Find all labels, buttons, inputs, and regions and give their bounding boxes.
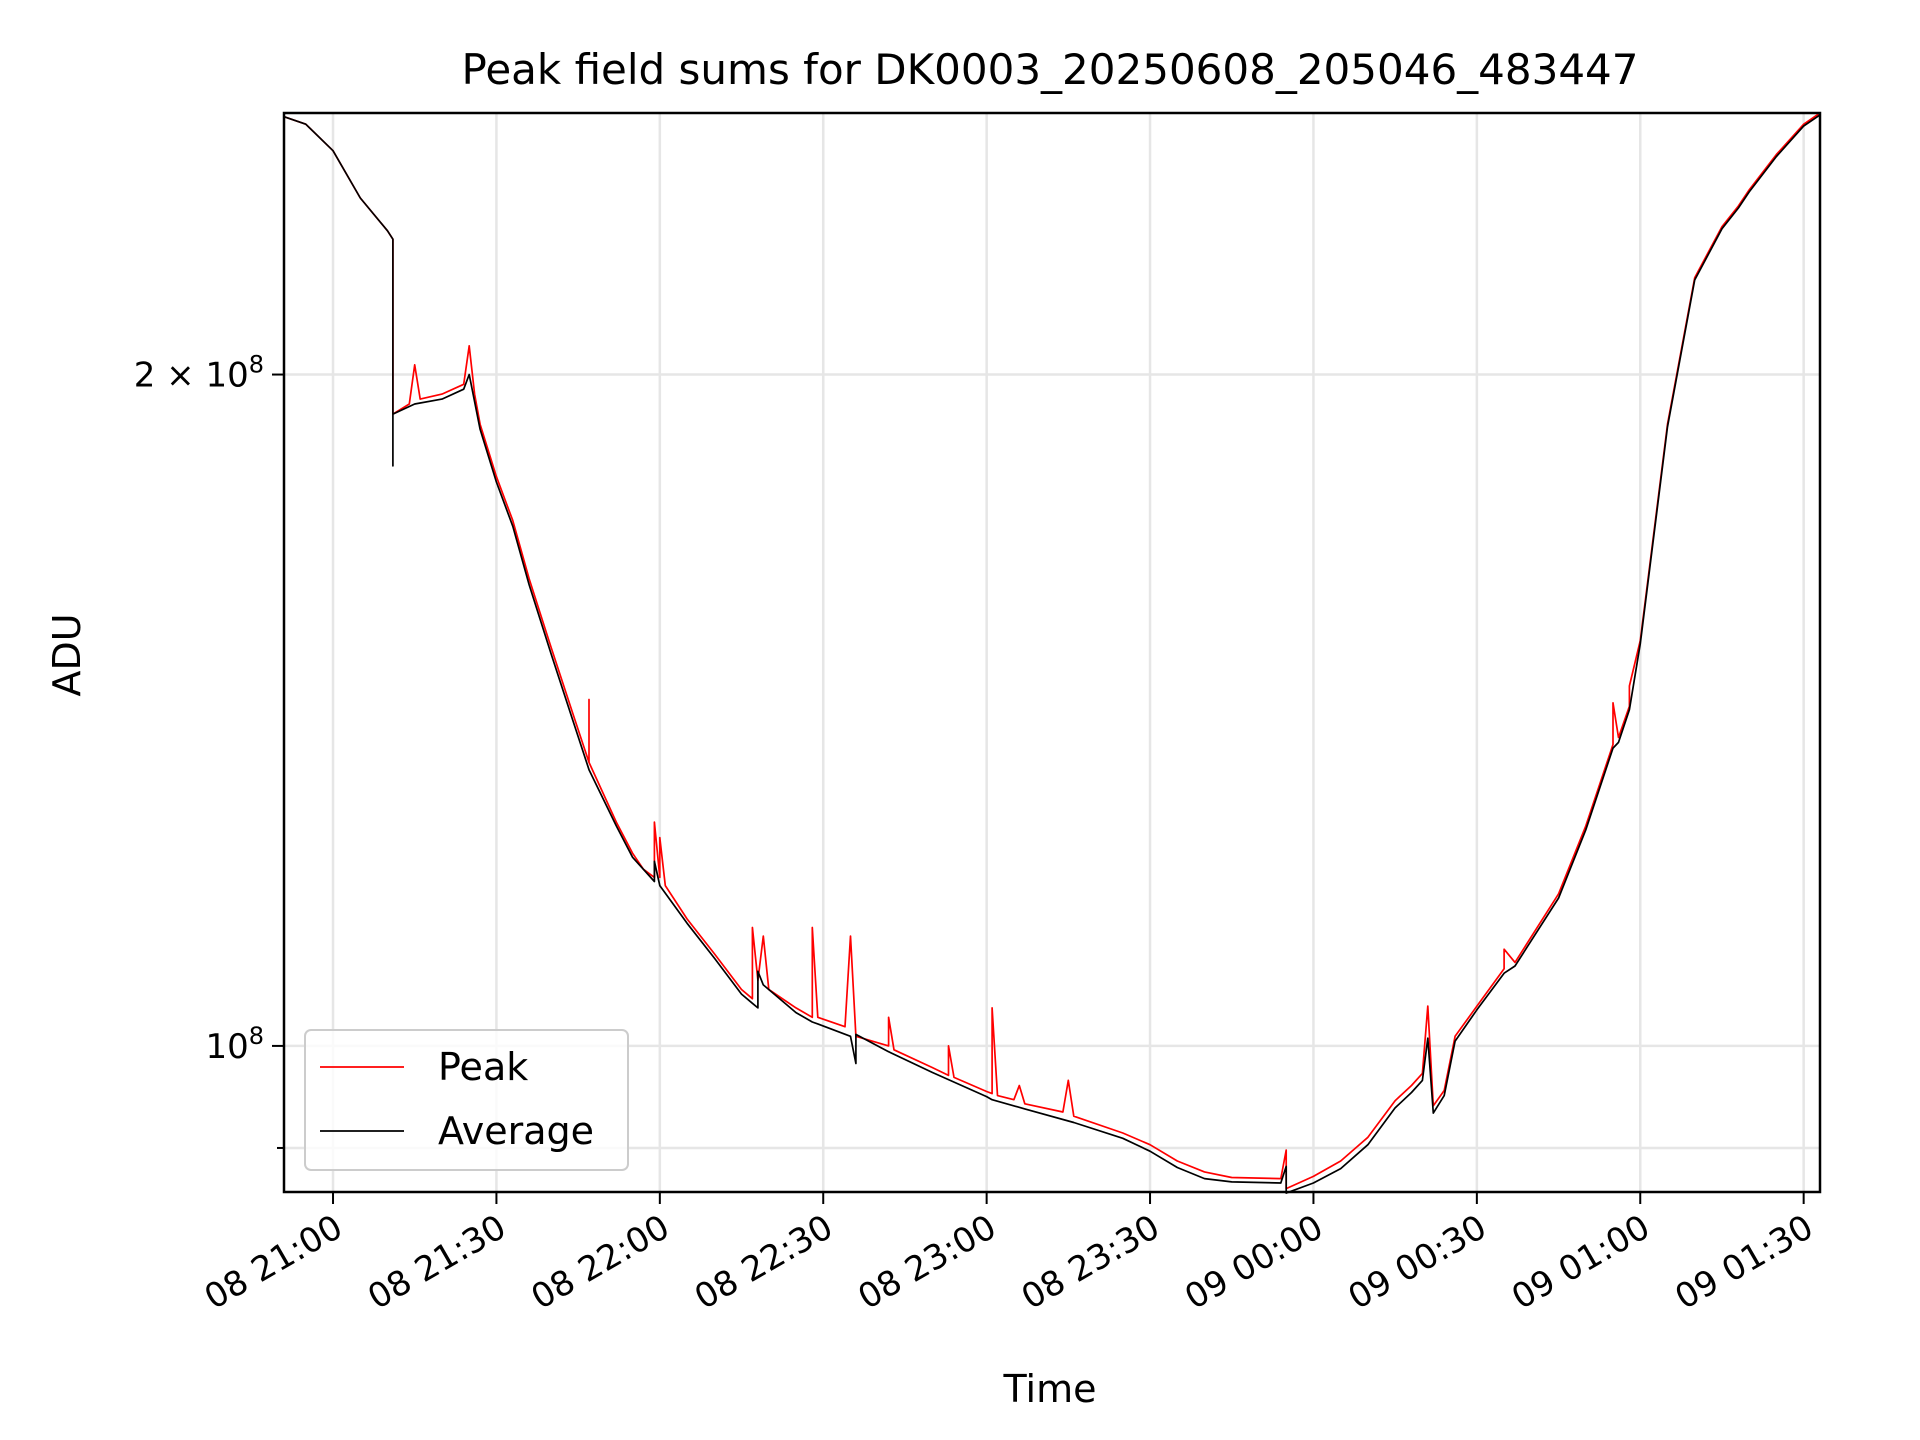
- plot-lines: [283, 112, 1821, 1194]
- legend-label-average: Average: [438, 1109, 594, 1153]
- series-line-average: [283, 114, 1821, 1194]
- y-axis: 108 2 × 108: [134, 351, 284, 1149]
- grid: [284, 113, 1820, 1192]
- x-axis-label: Time: [1003, 1367, 1097, 1411]
- chart-title: Peak field sums for DK0003_20250608_2050…: [461, 45, 1638, 94]
- plot-frame: [282, 111, 1822, 1194]
- y-axis-label: ADU: [45, 613, 89, 696]
- y-tick-label: 108: [205, 1022, 264, 1067]
- series-line-peak: [283, 112, 1821, 1190]
- legend-label-peak: Peak: [438, 1045, 528, 1089]
- legend: Peak Average: [304, 1029, 629, 1171]
- y-tick-label: 2 × 108: [134, 351, 264, 396]
- legend-box: [304, 1029, 629, 1171]
